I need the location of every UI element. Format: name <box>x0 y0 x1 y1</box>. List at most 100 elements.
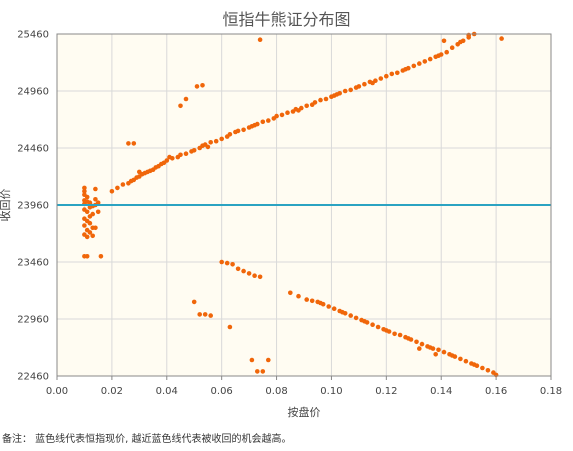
data-point <box>266 118 271 123</box>
data-point <box>98 253 104 259</box>
data-point <box>362 319 367 324</box>
data-point <box>205 144 211 150</box>
data-point <box>436 347 441 353</box>
data-point <box>342 88 348 94</box>
data-point <box>296 108 301 113</box>
y-tick-label: 25460 <box>17 30 49 41</box>
data-point <box>449 45 455 50</box>
data-point <box>331 93 337 98</box>
data-point <box>126 141 131 146</box>
data-point <box>326 304 332 309</box>
data-point <box>252 273 257 279</box>
data-point <box>87 220 93 226</box>
data-point <box>191 299 197 305</box>
data-point <box>257 37 263 42</box>
data-point <box>178 103 183 109</box>
y-tick-label: 22460 <box>17 372 49 383</box>
data-point <box>202 312 208 317</box>
data-point <box>246 271 252 276</box>
data-point <box>304 103 310 109</box>
data-point <box>224 260 230 266</box>
data-point <box>230 262 235 267</box>
data-point <box>384 328 389 333</box>
data-point <box>194 84 200 89</box>
data-point <box>93 225 98 231</box>
x-tick-label: 0.04 <box>156 386 178 397</box>
data-point <box>370 80 375 86</box>
data-point <box>309 298 315 304</box>
data-point <box>485 368 491 373</box>
data-point <box>370 322 375 328</box>
data-point <box>219 136 224 142</box>
data-point <box>288 290 293 296</box>
data-point <box>480 365 485 371</box>
data-point <box>340 309 345 315</box>
data-point <box>208 313 213 318</box>
data-point <box>296 293 301 299</box>
data-point <box>348 313 354 318</box>
data-point <box>208 140 213 145</box>
data-point <box>249 357 255 363</box>
data-point <box>90 233 95 239</box>
data-point <box>375 324 381 330</box>
y-axis-title: 收回价 <box>0 189 12 222</box>
data-point <box>312 100 318 105</box>
x-tick-label: 0.18 <box>540 386 562 397</box>
y-tick-label: 22960 <box>17 315 49 326</box>
data-point <box>115 185 120 191</box>
data-point <box>191 148 197 153</box>
data-point <box>427 345 433 350</box>
data-point <box>318 97 323 103</box>
plot-border <box>56 33 552 377</box>
data-point <box>254 369 260 374</box>
data-point <box>463 358 469 364</box>
data-point <box>178 152 183 158</box>
scatter-chart: 22460 22960 23460 23960 24460 24960 25460 0.00… <box>0 30 562 420</box>
data-point <box>406 336 411 341</box>
data-point <box>458 356 463 362</box>
data-point <box>84 209 90 215</box>
data-point <box>353 315 359 321</box>
data-point <box>337 91 343 96</box>
data-point <box>137 169 142 175</box>
data-point <box>87 214 93 219</box>
data-point <box>384 73 389 79</box>
data-point <box>433 352 439 357</box>
data-point <box>417 346 422 351</box>
data-point <box>241 127 246 133</box>
data-point <box>260 119 266 125</box>
data-point <box>120 182 126 187</box>
data-point <box>197 312 202 317</box>
data-point <box>167 154 172 160</box>
data-point <box>458 39 463 45</box>
data-point <box>241 268 246 274</box>
data-point <box>304 297 310 302</box>
data-point <box>183 96 189 102</box>
y-tick-label: 24960 <box>17 87 49 98</box>
data-point <box>499 36 504 41</box>
data-point <box>466 32 472 38</box>
data-point <box>183 151 189 156</box>
data-point <box>131 141 137 146</box>
x-tick-label: 0.00 <box>46 386 68 397</box>
data-point <box>84 234 90 240</box>
y-tick-label: 24460 <box>17 144 49 155</box>
data-point <box>395 70 400 76</box>
data-point <box>323 96 329 102</box>
data-point <box>274 113 279 119</box>
data-point <box>249 124 255 129</box>
data-point <box>82 189 87 194</box>
data-point <box>422 59 428 64</box>
data-point <box>109 189 115 194</box>
data-point <box>441 349 447 355</box>
data-point <box>260 369 266 374</box>
data-point <box>331 306 337 312</box>
data-point <box>318 300 323 306</box>
chart-title: 恒指牛熊证分布图 <box>222 10 351 29</box>
data-point <box>427 56 433 62</box>
data-point <box>279 112 285 118</box>
data-point <box>411 63 417 69</box>
x-tick-label: 0.10 <box>320 386 342 397</box>
data-point <box>95 200 101 205</box>
data-point <box>436 53 441 58</box>
